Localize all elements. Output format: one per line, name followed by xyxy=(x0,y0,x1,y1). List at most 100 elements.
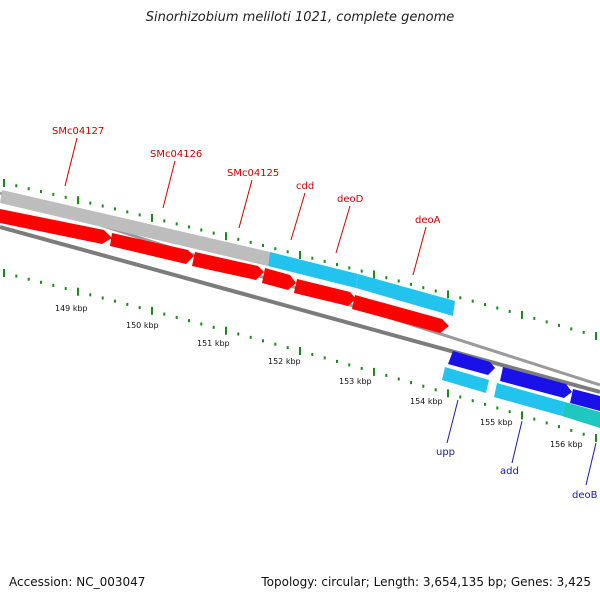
upper-tick xyxy=(200,228,203,232)
gene-label-SMc04126[interactable]: SMc04126 xyxy=(150,149,202,160)
gene-bar-cyan-deoA[interactable] xyxy=(356,274,455,316)
lower-tick xyxy=(101,296,104,300)
tick-label-152: 152 kbp xyxy=(268,357,301,366)
gene-bar-cyan-upp[interactable] xyxy=(442,367,489,393)
lower-tick xyxy=(225,326,227,335)
gene-label-upp[interactable]: upp xyxy=(436,447,455,458)
gene-arrow-cdd[interactable] xyxy=(262,268,296,290)
upper-tick xyxy=(533,316,536,320)
upper-tick xyxy=(521,310,523,319)
upper-tick xyxy=(188,225,190,229)
upper-tick xyxy=(77,196,79,205)
upper-tick xyxy=(89,201,92,205)
lower-tick xyxy=(262,339,264,343)
gene-arrow-deoD[interactable] xyxy=(294,279,356,306)
upper-tick xyxy=(545,320,548,324)
upper-tick xyxy=(249,240,252,244)
lower-tick xyxy=(533,417,536,421)
gene-label-cdd[interactable]: cdd xyxy=(296,181,314,192)
lower-tick xyxy=(496,406,499,410)
tick-label-149: 149 kbp xyxy=(55,304,88,313)
upper-tick xyxy=(101,204,104,208)
lower-tick xyxy=(200,322,203,326)
gene-arrow-SMc04125[interactable] xyxy=(192,252,264,280)
lower-tick xyxy=(52,283,55,287)
tick-row-lower xyxy=(3,269,597,442)
lower-tick xyxy=(508,410,511,414)
upper-tick xyxy=(64,195,67,199)
upper-tick xyxy=(40,190,42,193)
upper-tick xyxy=(595,332,597,340)
lower-tick xyxy=(360,366,363,370)
upper-tick xyxy=(114,207,116,211)
lower-tick xyxy=(348,363,351,367)
gene-label-add[interactable]: add xyxy=(500,466,519,477)
upper-tick xyxy=(126,210,129,214)
lower-tick xyxy=(212,325,215,329)
upper-tick xyxy=(373,270,375,279)
accession-text: Accession: NC_003047 xyxy=(9,575,146,589)
lower-tick xyxy=(3,269,5,277)
gene-bar-cyan-add[interactable] xyxy=(494,383,565,416)
genome-summary-text: Topology: circular; Length: 3,654,135 bp… xyxy=(261,575,591,589)
lower-tick xyxy=(274,342,277,346)
lower-tick xyxy=(422,384,425,388)
upper-tick xyxy=(558,323,560,327)
lower-tick xyxy=(64,287,67,290)
gene-label-deoB[interactable]: deoB xyxy=(572,490,598,501)
gene-bar-teal-deoB[interactable] xyxy=(562,402,600,428)
gene-arrow-SMc04126[interactable] xyxy=(110,233,194,264)
lower-tick xyxy=(77,287,79,296)
gene-label-deoD[interactable]: deoD xyxy=(337,194,364,205)
gene-label-SMc04125[interactable]: SMc04125 xyxy=(227,168,279,179)
upper-tick xyxy=(459,296,462,300)
upper-tick xyxy=(274,247,277,251)
lower-tick xyxy=(336,359,338,363)
lower-tick xyxy=(249,335,252,339)
map-title: Sinorhizobium meliloti 1021, complete ge… xyxy=(145,10,455,25)
upper-tick xyxy=(15,184,18,188)
upper-tick xyxy=(434,289,437,293)
lower-tick xyxy=(175,315,178,319)
gene-arrow-blue-3[interactable] xyxy=(570,389,600,411)
upper-tick xyxy=(336,263,338,267)
gene-arrow-deoA[interactable] xyxy=(352,295,449,333)
leader-SMc04126 xyxy=(162,160,176,209)
gene-arrow-SMc04127[interactable] xyxy=(0,209,112,244)
lower-tick xyxy=(459,395,462,399)
lower-tick xyxy=(27,277,30,281)
lower-tick xyxy=(15,274,18,278)
tick-label-150: 150 kbp xyxy=(126,321,159,330)
lower-tick xyxy=(447,389,449,398)
lower-tick xyxy=(299,347,301,355)
upper-tick xyxy=(138,213,141,217)
upper-tick xyxy=(163,219,166,223)
gene-arrow-blue-1[interactable] xyxy=(448,351,495,375)
gene-arrow-blue-2[interactable] xyxy=(500,367,572,398)
tick-label-153: 153 kbp xyxy=(339,377,372,386)
leader-deoB xyxy=(585,442,597,486)
leader-deoA xyxy=(412,226,427,276)
upper-tick xyxy=(447,290,449,299)
leader-deoD xyxy=(335,205,351,254)
upper-tick xyxy=(323,259,326,263)
lower-tick xyxy=(311,352,314,356)
gene-bar-gray[interactable] xyxy=(0,190,270,266)
lower-tick xyxy=(545,421,548,425)
lower-tick xyxy=(410,381,412,385)
upper-tick xyxy=(151,213,153,222)
upper-tick xyxy=(582,330,585,334)
upper-tick xyxy=(52,192,55,196)
leader-add xyxy=(511,420,523,464)
gene-label-deoA[interactable]: deoA xyxy=(415,215,441,226)
leader-SMc04127 xyxy=(64,137,78,187)
upper-tick xyxy=(175,222,178,226)
gene-bar-cyan-cdd[interactable] xyxy=(268,252,358,288)
upper-tick xyxy=(27,187,30,191)
lower-tick xyxy=(188,319,190,323)
gene-label-SMc04127[interactable]: SMc04127 xyxy=(52,126,104,137)
tick-label-155: 155 kbp xyxy=(480,418,513,427)
upper-tick xyxy=(385,276,388,280)
lower-tick xyxy=(471,399,474,403)
